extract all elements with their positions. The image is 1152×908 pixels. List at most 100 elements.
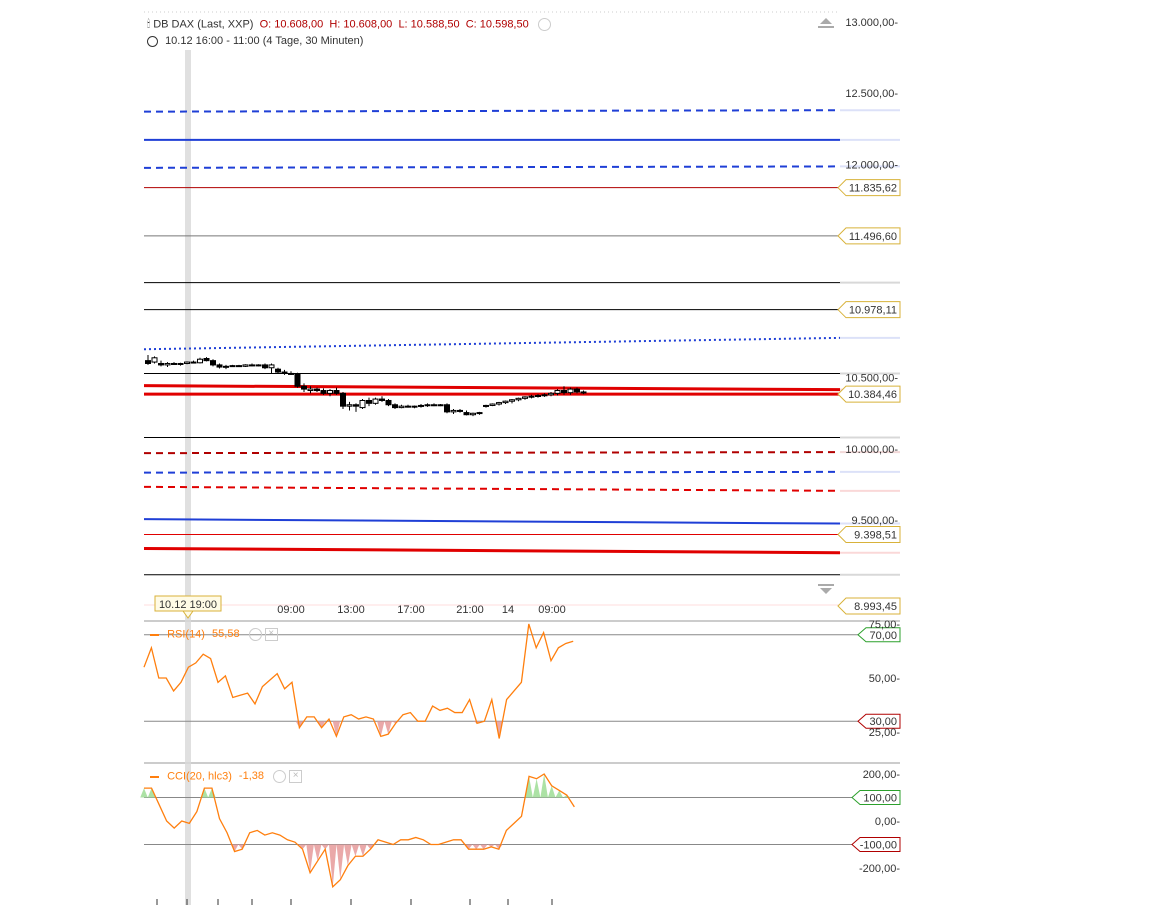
- candle[interactable]: [386, 400, 391, 404]
- candle[interactable]: [510, 400, 515, 401]
- candle[interactable]: [568, 389, 573, 393]
- price-level-tag[interactable]: 11.835,62: [838, 180, 900, 196]
- cci-level-tag[interactable]: -100,00: [852, 838, 900, 852]
- time-tick-label: 09:00: [277, 604, 305, 616]
- rsi-settings-icon[interactable]: [249, 628, 262, 641]
- candle[interactable]: [484, 405, 489, 406]
- candle[interactable]: [503, 401, 508, 402]
- candle[interactable]: [269, 365, 274, 368]
- price-level-tag[interactable]: 10.384,46: [838, 386, 900, 402]
- candle[interactable]: [165, 363, 170, 364]
- level-line-9[interactable]: [144, 386, 840, 390]
- level-line-12[interactable]: [144, 452, 840, 453]
- rsi-tick-label: 50,00-: [869, 673, 901, 685]
- price-level-tag[interactable]: 9.398,51: [838, 526, 900, 542]
- candle[interactable]: [204, 359, 209, 361]
- candle[interactable]: [217, 365, 222, 367]
- candle[interactable]: [191, 362, 196, 363]
- candle[interactable]: [497, 403, 502, 404]
- candle[interactable]: [198, 359, 203, 363]
- candle[interactable]: [334, 391, 339, 394]
- level-line-13[interactable]: [144, 472, 840, 473]
- rsi-title: RSI(14): [167, 628, 205, 640]
- cci-line[interactable]: [144, 774, 574, 887]
- candle[interactable]: [399, 406, 404, 407]
- candle[interactable]: [159, 363, 164, 364]
- candle[interactable]: [464, 413, 469, 415]
- price-level-tag-text: 8.993,45: [854, 601, 897, 613]
- candle[interactable]: [438, 405, 443, 406]
- level-line-17[interactable]: [144, 548, 840, 552]
- price-level-tag[interactable]: 8.993,45: [838, 598, 900, 614]
- candle[interactable]: [315, 389, 320, 390]
- candle[interactable]: [451, 410, 456, 411]
- candle[interactable]: [230, 366, 235, 367]
- crosshair-time-tag[interactable]: 10.12 19:00: [155, 596, 221, 618]
- candle[interactable]: [328, 391, 333, 394]
- candle[interactable]: [185, 362, 190, 363]
- cci-close-icon[interactable]: ×: [289, 770, 302, 783]
- candle[interactable]: [516, 398, 521, 399]
- candle[interactable]: [321, 391, 326, 394]
- cci-level-tag[interactable]: 100,00: [852, 791, 900, 805]
- candle[interactable]: [581, 392, 586, 393]
- candle[interactable]: [341, 393, 346, 406]
- candle[interactable]: [471, 413, 476, 414]
- candle[interactable]: [302, 386, 307, 389]
- settings-icon[interactable]: [538, 18, 551, 31]
- candle[interactable]: [445, 405, 450, 412]
- candle[interactable]: [393, 405, 398, 408]
- candle[interactable]: [477, 413, 482, 414]
- candle[interactable]: [575, 389, 580, 392]
- rsi-close-icon[interactable]: ×: [265, 628, 278, 641]
- level-line-0[interactable]: [144, 110, 840, 111]
- scroll-up-icon[interactable]: [820, 18, 832, 24]
- candle[interactable]: [146, 361, 151, 364]
- candle[interactable]: [536, 396, 541, 397]
- candle[interactable]: [172, 363, 177, 364]
- level-line-15[interactable]: [144, 519, 840, 523]
- level-line-7[interactable]: [144, 338, 840, 349]
- candle[interactable]: [549, 393, 554, 394]
- candle[interactable]: [308, 389, 313, 390]
- candle[interactable]: [373, 399, 378, 403]
- candle[interactable]: [276, 369, 281, 372]
- candle[interactable]: [555, 391, 560, 394]
- candle[interactable]: [380, 399, 385, 400]
- candle[interactable]: [178, 363, 183, 364]
- candle[interactable]: [263, 365, 268, 368]
- candle[interactable]: [360, 400, 365, 407]
- candle[interactable]: [211, 361, 216, 365]
- candle[interactable]: [224, 366, 229, 367]
- time-tick-label: 09:00: [538, 604, 566, 616]
- candle[interactable]: [523, 397, 528, 398]
- candle[interactable]: [243, 365, 248, 366]
- price-level-tag[interactable]: 10.978,11: [838, 302, 900, 318]
- candle[interactable]: [458, 410, 463, 411]
- scroll-down-icon[interactable]: [820, 588, 832, 594]
- candle[interactable]: [419, 405, 424, 406]
- candle[interactable]: [432, 405, 437, 406]
- candle[interactable]: [282, 372, 287, 373]
- candle[interactable]: [256, 365, 261, 366]
- candle[interactable]: [367, 400, 372, 403]
- candle[interactable]: [347, 405, 352, 406]
- cci-settings-icon[interactable]: [273, 770, 286, 783]
- candle[interactable]: [289, 373, 294, 374]
- candle[interactable]: [250, 365, 255, 366]
- candle[interactable]: [295, 374, 300, 386]
- candle[interactable]: [425, 405, 430, 406]
- candle[interactable]: [562, 391, 567, 393]
- candle[interactable]: [152, 358, 157, 362]
- candle[interactable]: [412, 406, 417, 407]
- level-line-14[interactable]: [144, 487, 840, 491]
- level-line-2[interactable]: [144, 166, 840, 167]
- candle[interactable]: [542, 395, 547, 396]
- candle[interactable]: [406, 406, 411, 407]
- candlestick-icon[interactable]: 🕯︎: [147, 18, 150, 30]
- candle[interactable]: [354, 405, 359, 406]
- candle[interactable]: [237, 366, 242, 367]
- price-level-tag[interactable]: 11.496,60: [838, 228, 900, 244]
- candle[interactable]: [529, 396, 534, 397]
- candle[interactable]: [490, 404, 495, 405]
